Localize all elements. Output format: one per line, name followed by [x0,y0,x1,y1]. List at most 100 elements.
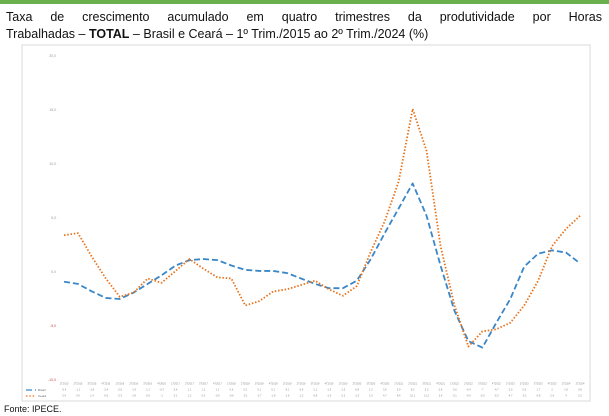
table-value: -1.6 [327,394,332,398]
table-value: -0.6 [229,394,234,398]
table-value: 4.7 [383,394,387,398]
table-value: 0.6 [174,388,178,392]
table-value: 3.6 [76,394,80,398]
chart-title: Taxa de crescimento acumulado em quatro … [6,9,602,43]
x-tick-label: 1T2018 [227,382,236,386]
x-tick-label: 2T2018 [241,382,250,386]
x-tick-label: 3T2018 [255,382,264,386]
line-series [63,182,581,349]
y-tick-label: 20,0 [49,54,56,58]
table-value: 3.6 [383,388,387,392]
table-value: -6.4 [466,388,471,392]
table-value: -1.5 [327,388,332,392]
y-tick-label: 0,0 [51,270,56,274]
table-value: -3.1 [243,394,248,398]
x-tick-label: 1T2015 [60,382,69,386]
table-value: 5.2 [425,388,429,392]
legend-label: Ceará [38,394,47,398]
table-value: 1.8 [564,388,568,392]
title-line: Trabalhadas – TOTAL – Brasil e Ceará – 1… [6,26,602,43]
table-value: -0.6 [145,394,150,398]
table-value: -0.6 [104,394,109,398]
table-value: -1.5 [341,388,346,392]
x-tick-label: 4T2020 [380,382,389,386]
table-value: -2.7 [257,394,262,398]
table-value: -1 [160,394,163,398]
table-value: -0.6 [299,388,304,392]
table-value: -4.7 [494,388,499,392]
table-value: -3.6 [452,388,457,392]
table-value: -1.1 [145,388,150,392]
x-tick-label: 4T2022 [492,382,501,386]
table-value: -1.9 [131,394,136,398]
y-tick-label: 5,0 [51,216,56,220]
table-value: -0.9 [62,388,67,392]
table-value: -2.2 [341,394,346,398]
table-value: 3.4 [62,394,66,398]
y-tick-label: 15,0 [49,108,56,112]
x-tick-label: 4T2019 [325,382,334,386]
x-tick-label: 3T2019 [311,382,320,386]
title-line: Taxa de crescimento acumulado em quatro … [6,10,602,24]
table-value: 0.1 [174,394,178,398]
x-tick-label: 1T2024 [562,382,571,386]
x-tick-label: 1T2020 [339,382,348,386]
table-value: 1.2 [188,394,192,398]
y-tick-label: 10,0 [49,162,56,166]
x-tick-label: 3T2020 [366,382,375,386]
x-tick-label: 4T2015 [101,382,110,386]
table-value: 15.1 [410,394,416,398]
table-value: 2 [551,388,553,392]
table-value: -0.5 [215,394,220,398]
title-part: Trabalhadas – [6,27,89,41]
table-value: -1.8 [271,394,276,398]
x-tick-label: 4T2018 [269,382,278,386]
x-tick-label: 2T2016 [129,382,138,386]
table-value: 0.3 [202,394,206,398]
table-value: -1.1 [76,388,81,392]
x-tick-label: 4T2016 [157,382,166,386]
x-tick-label: 3T2015 [87,382,96,386]
table-value: 0.8 [578,388,582,392]
table-value: -7 [481,388,484,392]
table-value: -3.1 [522,394,527,398]
table-value: 8.2 [411,388,415,392]
x-tick-label: 1T2021 [394,382,403,386]
table-value: -0.8 [313,394,318,398]
table-value: 5.9 [397,388,401,392]
chart-frame [21,44,591,402]
table-value: -1.1 [313,388,318,392]
table-value: -5.3 [494,394,499,398]
x-tick-label: 1T2017 [171,382,180,386]
x-tick-label: 1T2019 [283,382,292,386]
table-value: -0.3 [159,388,164,392]
source: Fonte: IPECE. [4,404,62,414]
table-value: 1.1 [216,388,220,392]
x-tick-label: 4T2017 [213,382,222,386]
x-tick-label: 3T2021 [422,382,431,386]
table-value: -0.1 [285,388,290,392]
x-tick-label: 2T2020 [352,382,361,386]
table-value: -1.2 [299,394,304,398]
table-value: 1.4 [90,394,94,398]
table-value: 11.2 [424,394,429,398]
table-value: 0.6 [439,388,443,392]
table-value: -0.8 [536,394,541,398]
table-value: 1.7 [536,388,540,392]
table-value: 1.1 [188,388,192,392]
x-tick-label: 2T2024 [576,382,585,386]
top-bar [0,0,609,4]
x-tick-label: 2T2021 [408,382,417,386]
table-value: -4.7 [508,394,513,398]
x-tick-label: 1T2022 [450,382,459,386]
x-tick-label: 3T2017 [199,382,208,386]
x-tick-label: 1T2016 [115,382,124,386]
table-value: -1.6 [285,394,290,398]
x-tick-label: 2T2015 [74,382,83,386]
y-tick-label: -10,0 [48,378,56,382]
table-value: -1.3 [355,394,360,398]
table-value: 0.5 [522,388,526,392]
table-value: -2.3 [118,394,123,398]
x-tick-label: 2T2017 [185,382,194,386]
